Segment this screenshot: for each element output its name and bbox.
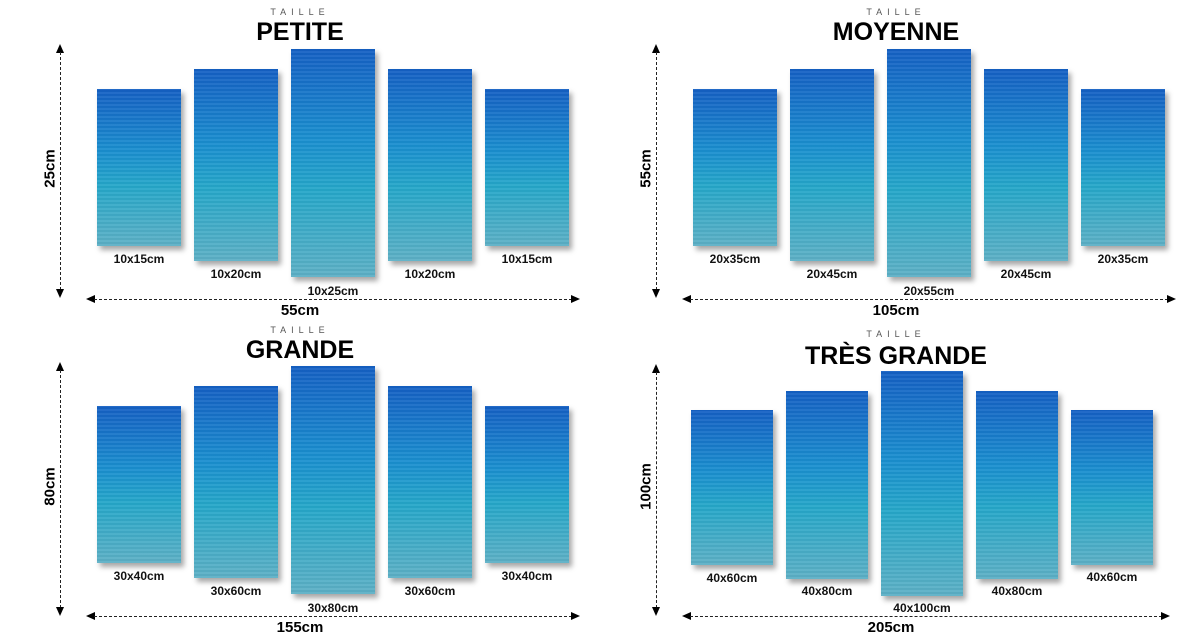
taille-label: TAILLE bbox=[270, 325, 330, 335]
canvas-panel-3 bbox=[887, 49, 971, 277]
size-option-tres-grande: TAILLE TRÈS GRANDE 100cm 40x60cm 40x80cm… bbox=[596, 318, 1196, 638]
height-label: 55cm bbox=[637, 149, 655, 188]
size-title: PETITE bbox=[256, 18, 344, 46]
canvas-panel-4 bbox=[984, 69, 1068, 261]
size-title: GRANDE bbox=[245, 336, 355, 364]
width-dimension-line bbox=[94, 616, 572, 617]
panel-size-label: 30x80cm bbox=[307, 601, 359, 615]
canvas-panel-1 bbox=[97, 89, 181, 246]
height-dimension-line bbox=[60, 370, 61, 608]
size-option-petite: TAILLE PETITE 25cm 10x15cm 10x20cm 10x25… bbox=[0, 0, 600, 320]
panel-size-label: 20x55cm bbox=[903, 284, 955, 298]
canvas-panel-3 bbox=[291, 366, 375, 594]
height-arrow-bottom bbox=[652, 607, 660, 616]
canvas-panel-1 bbox=[693, 89, 777, 246]
taille-label: TAILLE bbox=[866, 7, 926, 17]
panel-size-label: 20x35cm bbox=[1097, 252, 1149, 266]
width-arrow-right bbox=[1161, 612, 1170, 620]
panel-size-label: 10x25cm bbox=[307, 284, 359, 298]
width-arrow-left bbox=[682, 612, 691, 620]
height-arrow-top bbox=[652, 364, 660, 373]
panel-size-label: 10x20cm bbox=[210, 267, 262, 281]
height-arrow-bottom bbox=[652, 289, 660, 298]
width-arrow-left bbox=[682, 295, 691, 303]
height-label: 80cm bbox=[41, 467, 59, 506]
panel-size-label: 40x60cm bbox=[1086, 570, 1138, 584]
panel-size-label: 40x100cm bbox=[893, 601, 951, 615]
canvas-panel-1 bbox=[691, 410, 773, 565]
canvas-panel-3 bbox=[291, 49, 375, 277]
taille-label: TAILLE bbox=[866, 329, 926, 339]
canvas-panel-4 bbox=[976, 391, 1058, 579]
width-dimension-line bbox=[690, 299, 1168, 300]
panel-size-label: 20x45cm bbox=[806, 267, 858, 281]
panel-size-label: 10x15cm bbox=[501, 252, 553, 266]
panel-size-label: 40x80cm bbox=[801, 584, 853, 598]
height-dimension-line bbox=[60, 52, 61, 290]
panel-size-label: 10x15cm bbox=[113, 252, 165, 266]
panel-size-label: 30x60cm bbox=[210, 584, 262, 598]
height-arrow-bottom bbox=[56, 607, 64, 616]
height-arrow-bottom bbox=[56, 289, 64, 298]
canvas-panel-5 bbox=[485, 406, 569, 563]
width-arrow-left bbox=[86, 295, 95, 303]
panel-size-label: 10x20cm bbox=[404, 267, 456, 281]
size-option-grande: TAILLE GRANDE 80cm 30x40cm 30x60cm 30x80… bbox=[0, 318, 600, 638]
width-arrow-left bbox=[86, 612, 95, 620]
height-dimension-line bbox=[656, 372, 657, 608]
size-title: MOYENNE bbox=[832, 18, 960, 46]
canvas-panel-2 bbox=[790, 69, 874, 261]
height-arrow-top bbox=[56, 44, 64, 53]
width-label: 155cm bbox=[276, 619, 324, 636]
height-dimension-line bbox=[656, 52, 657, 290]
size-option-moyenne: TAILLE MOYENNE 55cm 20x35cm 20x45cm 20x5… bbox=[596, 0, 1196, 320]
canvas-panel-5 bbox=[1071, 410, 1153, 565]
height-arrow-top bbox=[56, 362, 64, 371]
size-title: TRÈS GRANDE bbox=[805, 342, 987, 370]
taille-label: TAILLE bbox=[270, 7, 330, 17]
panel-size-label: 40x80cm bbox=[991, 584, 1043, 598]
canvas-panel-2 bbox=[786, 391, 868, 579]
panel-size-label: 30x40cm bbox=[113, 569, 165, 583]
canvas-panel-5 bbox=[1081, 89, 1165, 246]
panel-size-label: 20x35cm bbox=[709, 252, 761, 266]
height-arrow-top bbox=[652, 44, 660, 53]
panel-size-label: 30x60cm bbox=[404, 584, 456, 598]
height-label: 25cm bbox=[41, 149, 59, 188]
width-arrow-right bbox=[1167, 295, 1176, 303]
canvas-panel-1 bbox=[97, 406, 181, 563]
width-dimension-line bbox=[690, 616, 1162, 617]
width-label: 105cm bbox=[872, 302, 920, 319]
width-arrow-right bbox=[571, 295, 580, 303]
panel-size-label: 40x60cm bbox=[706, 571, 758, 585]
canvas-panel-5 bbox=[485, 89, 569, 246]
canvas-panel-3 bbox=[881, 371, 963, 596]
width-label: 205cm bbox=[867, 619, 915, 636]
width-dimension-line bbox=[94, 299, 572, 300]
panel-size-label: 30x40cm bbox=[501, 569, 553, 583]
canvas-panel-4 bbox=[388, 69, 472, 261]
canvas-panel-2 bbox=[194, 69, 278, 261]
canvas-panel-4 bbox=[388, 386, 472, 578]
width-arrow-right bbox=[571, 612, 580, 620]
height-label: 100cm bbox=[637, 463, 655, 510]
width-label: 55cm bbox=[280, 302, 320, 319]
canvas-panel-2 bbox=[194, 386, 278, 578]
panel-size-label: 20x45cm bbox=[1000, 267, 1052, 281]
